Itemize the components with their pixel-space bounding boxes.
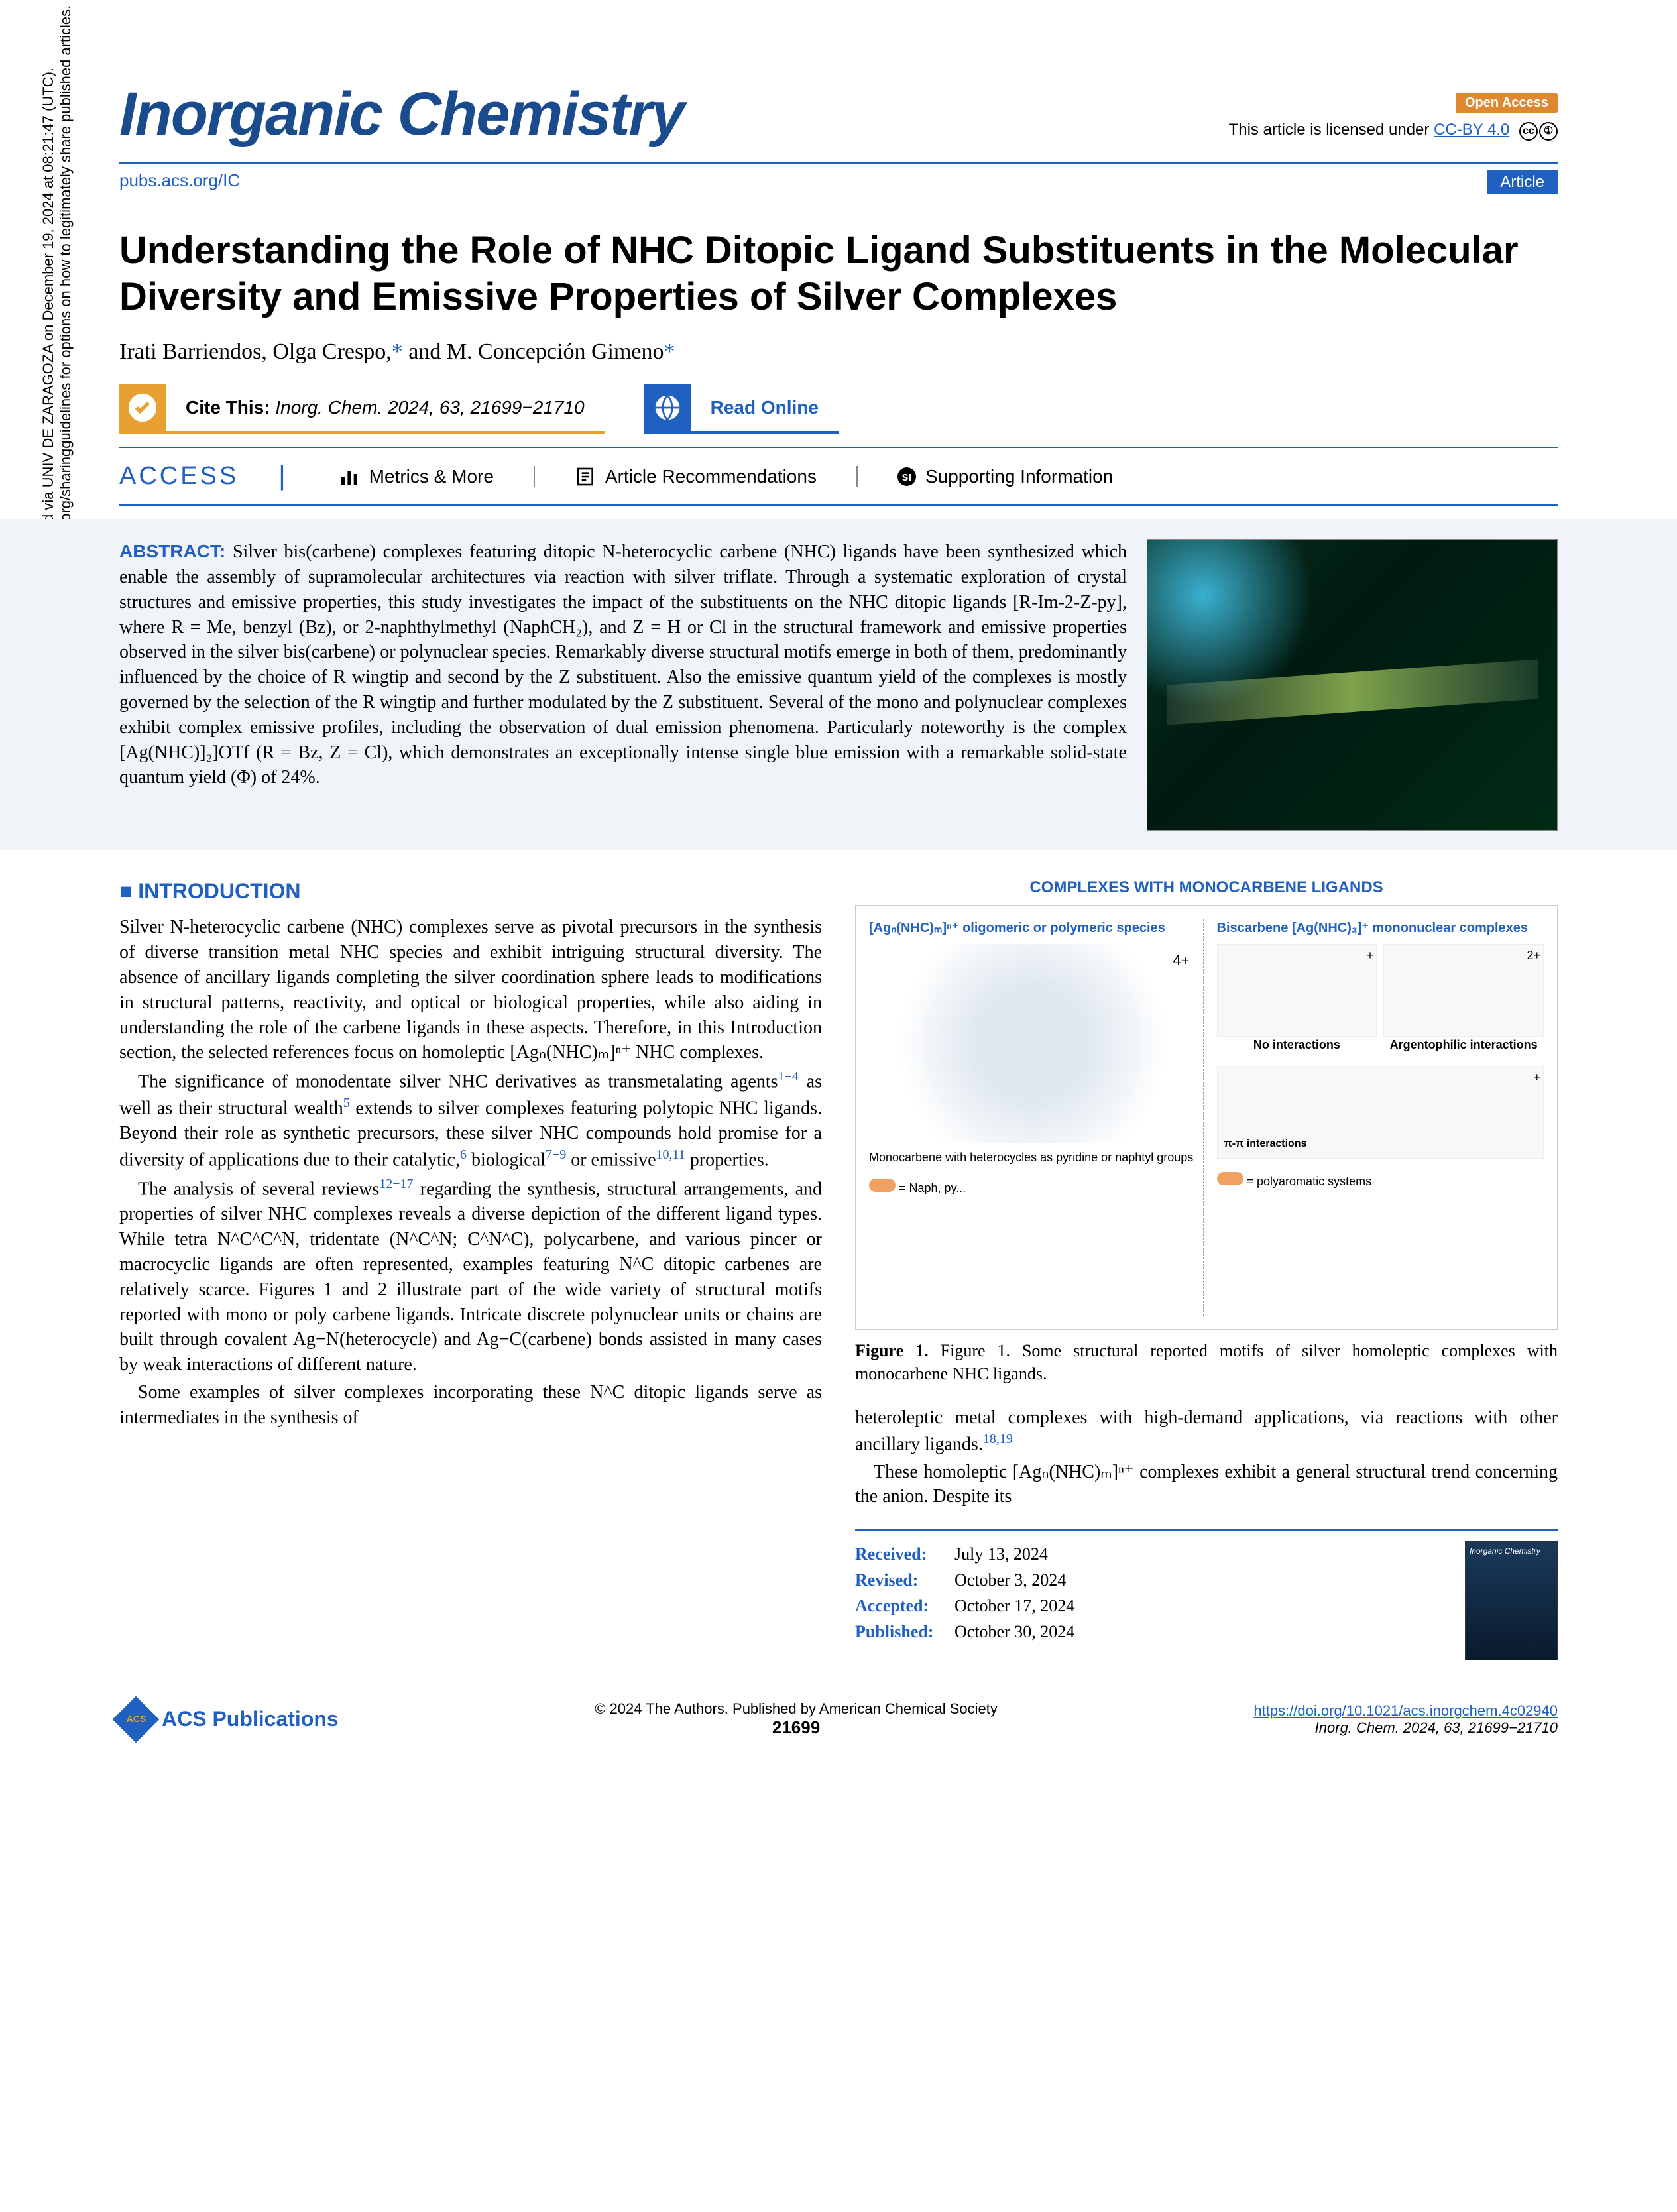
ref-link[interactable]: 6 [460,1147,467,1162]
ref-link[interactable]: 1−4 [778,1069,799,1084]
check-icon [119,384,166,431]
bar-chart-icon [339,466,360,487]
si-link[interactable]: sı Supporting Information [856,466,1153,487]
metrics-link[interactable]: Metrics & More [299,466,534,487]
article-type-badge: Article [1487,170,1558,194]
article-title: Understanding the Role of NHC Ditopic Li… [119,227,1558,320]
page-number: 21699 [595,1717,998,1738]
right-column: COMPLEXES WITH MONOCARBENE LIGANDS [Agₙ(… [855,877,1558,1660]
license-link[interactable]: CC-BY 4.0 [1434,121,1509,139]
abstract-text: ABSTRACT: Silver bis(carbene) complexes … [119,539,1127,831]
globe-icon [644,384,691,431]
figure-caption: Figure 1. Figure 1. Some structural repo… [855,1339,1558,1385]
cc-icons: cc① [1518,120,1558,141]
open-access-badge: Open Access [1456,93,1558,113]
figure-title: COMPLEXES WITH MONOCARBENE LIGANDS [855,877,1558,898]
recommendations-link[interactable]: Article Recommendations [534,466,856,487]
graphical-abstract [1147,539,1558,831]
authors: Irati Barriendos, Olga Crespo,* and M. C… [119,339,1558,365]
si-icon: sı [897,467,916,486]
ref-link[interactable]: 12−17 [379,1177,413,1191]
publication-dates: Received:July 13, 2024 Revised:October 3… [855,1529,1558,1660]
figure-1: [Agₙ(NHC)ₘ]ⁿ⁺ oligomeric or polymeric sp… [855,905,1558,1330]
journal-cover-thumb [1465,1541,1558,1660]
document-icon [575,466,596,487]
acs-logo: ACS Publications [119,1703,339,1736]
ref-link[interactable]: 5 [343,1096,350,1110]
cite-this-box[interactable]: Cite This: Inorg. Chem. 2024, 63, 21699−… [119,384,605,434]
left-column: INTRODUCTION Silver N-heterocyclic carbe… [119,877,822,1660]
ref-link[interactable]: 10,11 [656,1147,685,1162]
intro-heading: INTRODUCTION [119,877,822,905]
pubs-link[interactable]: pubs.acs.org/IC [119,170,240,194]
ref-link[interactable]: 7−9 [546,1147,566,1162]
page-footer: ACS Publications © 2024 The Authors. Pub… [119,1700,1558,1738]
ref-link[interactable]: 18,19 [983,1432,1013,1446]
license-text: This article is licensed under CC-BY 4.0… [1229,120,1558,141]
doi-link[interactable]: https://doi.org/10.1021/acs.inorgchem.4c… [1253,1702,1558,1719]
read-online-box[interactable]: Read Online [644,384,838,434]
access-bar: ACCESS | Metrics & More Article Recommen… [119,461,1558,491]
access-label: ACCESS [119,462,265,491]
